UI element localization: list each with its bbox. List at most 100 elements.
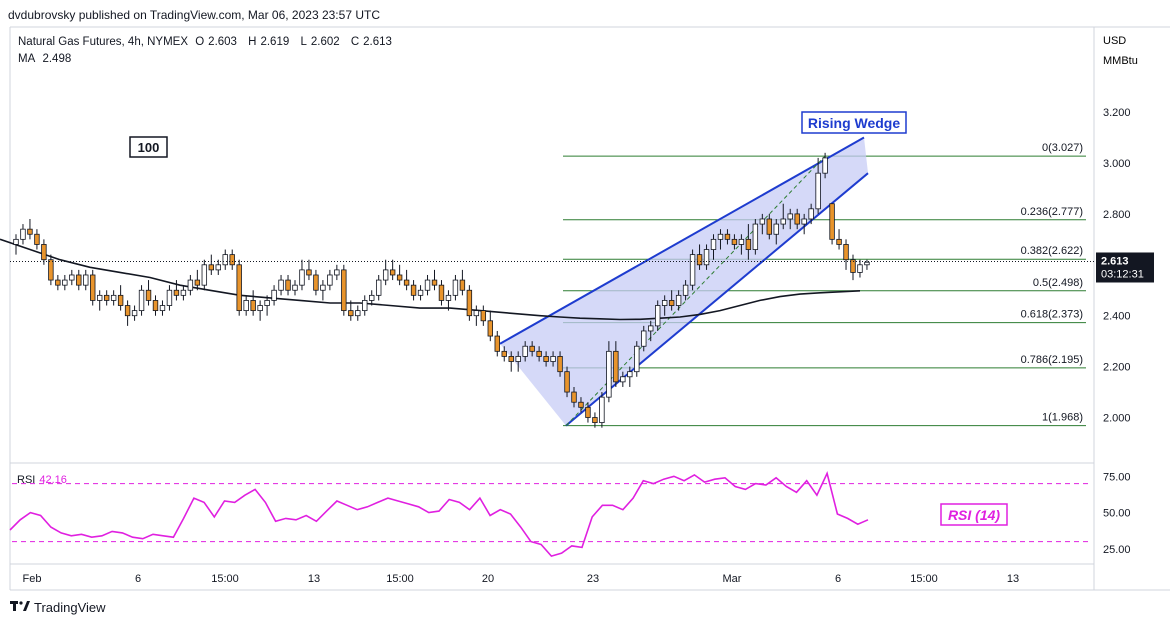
rising-wedge[interactable] xyxy=(499,136,869,427)
candle xyxy=(62,274,68,291)
candle-body xyxy=(724,233,731,240)
candle-body xyxy=(641,330,647,347)
candle-body xyxy=(759,218,766,225)
rsi-pane[interactable] xyxy=(9,471,1090,558)
ohlc-high: H 2.619 xyxy=(248,36,293,48)
candle xyxy=(815,157,821,214)
candle-body xyxy=(194,279,201,286)
candle-body xyxy=(271,289,277,301)
candle-body xyxy=(131,310,138,317)
open-value: 2.603 xyxy=(208,36,237,48)
candle xyxy=(382,259,389,286)
candle-body xyxy=(138,289,145,312)
time-tick-label: Mar xyxy=(723,573,742,585)
candle xyxy=(201,259,208,291)
candle xyxy=(187,274,194,296)
candle xyxy=(466,285,473,321)
ma-period-label-box[interactable]: 100 xyxy=(129,136,168,158)
candle xyxy=(787,208,793,230)
candle xyxy=(864,259,870,270)
candle-body xyxy=(103,294,110,301)
candle-body xyxy=(320,284,326,291)
fib-level-label: 0.786(2.195) xyxy=(1021,354,1083,366)
candle-body xyxy=(243,300,249,312)
candle xyxy=(634,341,640,377)
candle-body xyxy=(508,356,514,362)
candle-body xyxy=(557,356,563,373)
candle-body xyxy=(20,228,26,240)
candle-body xyxy=(787,213,793,220)
candle-body xyxy=(145,289,152,301)
candle-body xyxy=(341,269,347,312)
candle xyxy=(571,386,577,408)
candle xyxy=(327,269,333,291)
candle xyxy=(375,274,382,301)
candle-body xyxy=(864,261,870,266)
time-tick-label: Feb xyxy=(23,573,42,585)
rsi-axis-ticks: 75.00 50.00 25.00 xyxy=(1103,471,1131,556)
time-tick-label: 15:00 xyxy=(910,573,938,585)
candle xyxy=(292,280,298,296)
candle-body xyxy=(431,279,438,286)
tradingview-brand[interactable]: TradingView xyxy=(10,600,106,615)
candles xyxy=(13,152,870,428)
candle xyxy=(668,290,675,311)
candle xyxy=(808,203,814,225)
candle-body xyxy=(313,274,319,291)
candle-body xyxy=(403,279,410,286)
candle-body xyxy=(843,244,849,261)
candle xyxy=(55,274,61,291)
candle-body xyxy=(445,294,452,301)
ma-legend-label[interactable]: MA xyxy=(18,53,36,65)
time-tick-label: 6 xyxy=(135,573,141,585)
candle-body xyxy=(348,310,354,317)
candle xyxy=(487,310,493,342)
candle xyxy=(641,325,647,352)
candle-body xyxy=(180,289,187,296)
candle-body xyxy=(27,228,33,235)
candle-body xyxy=(278,279,284,291)
rsi-label-box[interactable]: RSI (14) xyxy=(940,503,1008,526)
candle-body xyxy=(668,300,675,306)
low-value: 2.602 xyxy=(310,36,340,48)
candle xyxy=(780,203,786,230)
candle xyxy=(110,290,117,306)
high-label: H xyxy=(248,36,257,48)
candle xyxy=(138,285,145,316)
rsi-tick-label: 50.00 xyxy=(1103,508,1131,520)
candle xyxy=(613,341,619,387)
candle xyxy=(682,280,689,301)
candle xyxy=(501,346,507,362)
candle-body xyxy=(578,401,584,408)
candle xyxy=(515,351,521,372)
candle xyxy=(236,259,242,316)
candle xyxy=(703,244,710,270)
candle xyxy=(90,269,96,306)
symbol-line[interactable]: Natural Gas Futures, 4h, NYMEX xyxy=(18,36,189,48)
candle-body xyxy=(292,284,298,291)
candle xyxy=(536,346,542,362)
candle xyxy=(473,305,480,326)
candle-body xyxy=(773,223,779,235)
candle-body xyxy=(689,254,696,286)
candle xyxy=(438,280,445,306)
time-tick-label: 13 xyxy=(308,573,320,585)
fib-level-label: 0(3.027) xyxy=(1042,142,1083,154)
candle xyxy=(801,213,807,235)
price-badge-bg xyxy=(1096,252,1154,283)
candle xyxy=(717,229,724,250)
candle xyxy=(299,259,305,291)
candle xyxy=(843,239,849,270)
candle-body xyxy=(487,320,493,337)
candle-body xyxy=(285,279,291,291)
candle-body xyxy=(334,269,340,276)
candle xyxy=(424,274,431,296)
ma-100[interactable] xyxy=(0,238,861,321)
candle-body xyxy=(473,310,480,317)
time-tick-label: 15:00 xyxy=(386,573,414,585)
candle-body xyxy=(717,233,724,240)
wedge-label-box[interactable]: Rising Wedge xyxy=(801,111,907,134)
candle-body xyxy=(522,345,528,357)
